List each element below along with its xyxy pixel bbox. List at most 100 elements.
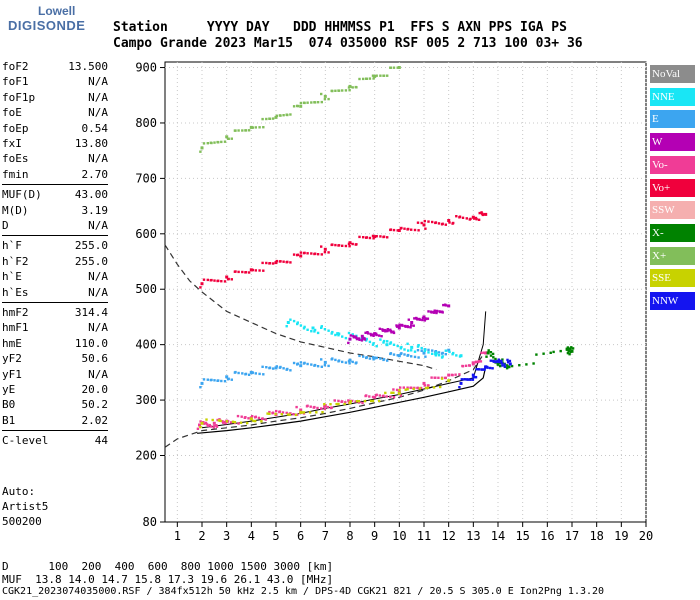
data-point	[323, 407, 327, 411]
param-d: D N/A	[2, 219, 108, 233]
data-point	[486, 366, 489, 369]
param-value: 3.19	[81, 203, 109, 217]
data-point	[407, 349, 410, 352]
data-point	[302, 327, 306, 330]
data-point	[213, 279, 216, 282]
data-point	[216, 418, 219, 422]
data-point	[418, 318, 422, 321]
data-point	[330, 358, 333, 361]
data-point	[370, 334, 373, 337]
data-point	[444, 349, 447, 352]
data-point	[489, 351, 493, 354]
data-point	[344, 89, 348, 92]
data-point	[344, 401, 347, 404]
data-point	[215, 425, 219, 428]
data-point	[379, 338, 382, 341]
data-point	[373, 395, 377, 399]
data-point	[379, 235, 382, 238]
data-point	[444, 376, 447, 380]
data-point	[416, 221, 420, 224]
data-points	[196, 66, 575, 430]
legend-item-x-: X+	[650, 246, 695, 265]
data-point	[552, 350, 555, 354]
data-point	[313, 328, 317, 332]
data-point	[351, 360, 354, 364]
data-point	[451, 353, 454, 356]
data-point	[289, 113, 292, 116]
data-point	[271, 117, 275, 120]
param-label: foEp	[2, 121, 29, 135]
auto-label: Auto:	[2, 485, 36, 498]
data-point	[320, 358, 323, 361]
data-point	[363, 338, 367, 341]
data-point	[373, 332, 377, 336]
data-point	[249, 417, 253, 421]
param-label: fxI	[2, 137, 22, 150]
data-point	[225, 135, 229, 139]
data-point	[460, 378, 463, 381]
data-point	[354, 400, 357, 403]
data-point	[397, 66, 401, 69]
data-point	[216, 379, 219, 382]
data-point	[205, 418, 208, 421]
data-point	[389, 329, 393, 333]
data-point	[202, 278, 206, 281]
data-point	[506, 365, 510, 369]
param-c-level: C-level 44	[2, 434, 108, 448]
data-point	[226, 378, 230, 381]
data-point	[262, 269, 265, 272]
data-point	[299, 254, 303, 258]
data-point	[254, 416, 257, 419]
x-tick-label: 12	[441, 529, 455, 543]
param-value: N/A	[88, 75, 108, 89]
data-point	[413, 317, 416, 320]
data-point	[261, 117, 264, 121]
data-point	[420, 349, 423, 352]
data-point	[211, 418, 214, 422]
legend-item-nnw: NNW	[650, 292, 695, 310]
data-point	[423, 384, 426, 387]
legend-item-nne: NNE	[650, 87, 695, 106]
data-point	[382, 341, 385, 344]
data-point	[362, 355, 365, 358]
data-point	[323, 251, 327, 254]
data-point	[327, 251, 330, 254]
data-point	[292, 105, 296, 108]
data-point	[382, 74, 385, 77]
param-hmf1: hmF1 N/A	[2, 321, 108, 335]
data-point	[570, 346, 573, 349]
data-point	[430, 311, 433, 314]
data-point	[344, 361, 348, 364]
data-point	[354, 243, 357, 246]
data-point	[352, 334, 355, 338]
data-point	[365, 77, 368, 80]
data-point	[299, 104, 303, 108]
data-point	[363, 399, 367, 403]
data-point	[413, 228, 417, 232]
data-point	[463, 378, 467, 381]
param-yf1: yF1 N/A	[2, 368, 108, 382]
data-point	[496, 363, 500, 366]
data-point	[236, 414, 240, 418]
data-point	[347, 341, 350, 345]
data-point	[354, 362, 357, 365]
data-point	[567, 349, 570, 352]
data-point	[316, 101, 320, 104]
data-point	[207, 424, 210, 427]
data-point	[427, 220, 430, 223]
data-point	[386, 236, 389, 239]
param-label: h`Es	[2, 285, 29, 299]
data-point	[501, 364, 504, 367]
auto-code: 500200	[2, 515, 42, 528]
data-point	[225, 375, 229, 379]
data-point	[357, 401, 360, 404]
data-point	[389, 395, 392, 398]
data-point	[349, 334, 352, 337]
data-point	[466, 378, 470, 381]
data-point	[244, 271, 247, 274]
data-point	[225, 275, 229, 279]
data-point	[468, 218, 471, 221]
data-point	[216, 279, 219, 283]
data-point	[397, 391, 401, 395]
data-point	[424, 355, 427, 358]
